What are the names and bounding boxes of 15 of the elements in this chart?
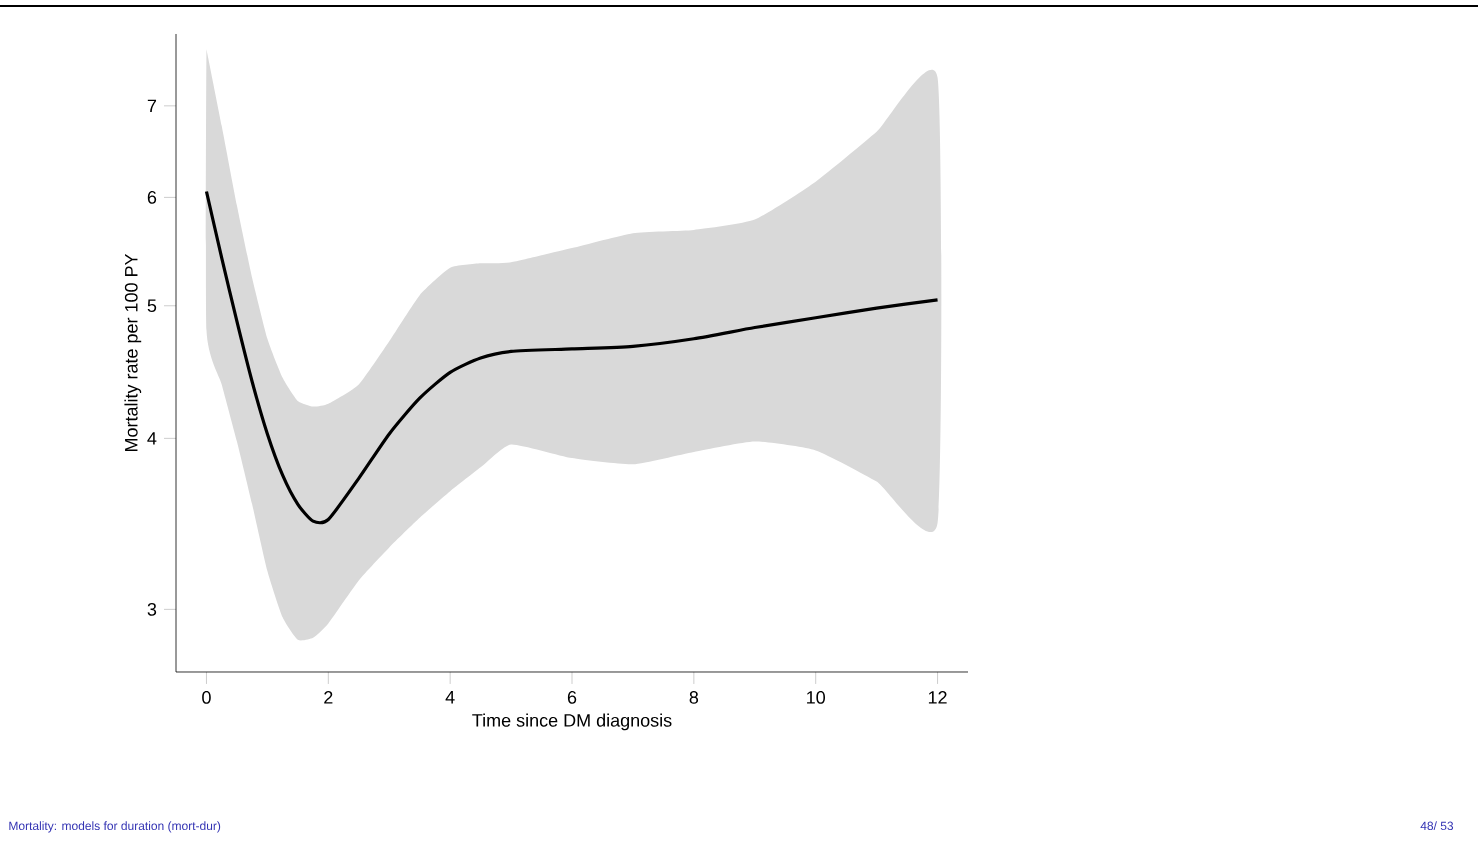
y-tick-label: 6: [147, 191, 157, 204]
y-axis-title: Mortality rate per 100 PY: [124, 253, 142, 452]
x-tick-label: 8: [689, 691, 699, 704]
line-series: [204, 189, 940, 525]
x-tick-label: 12: [928, 691, 947, 704]
y-tick-label: 5: [147, 299, 157, 313]
x-axis-title: Time since DM diagnosis: [472, 713, 672, 731]
x-tick-label: 2: [324, 691, 333, 704]
x-tick-label: 6: [567, 691, 577, 704]
x-tick-label: 0: [202, 691, 211, 704]
y-tick-label: 7: [147, 99, 157, 113]
x-tick-label: 10: [807, 691, 826, 704]
y-tick-label: 3: [147, 602, 157, 616]
y-tick-label: 4: [147, 432, 157, 445]
x-tick-label: 4: [445, 691, 455, 704]
